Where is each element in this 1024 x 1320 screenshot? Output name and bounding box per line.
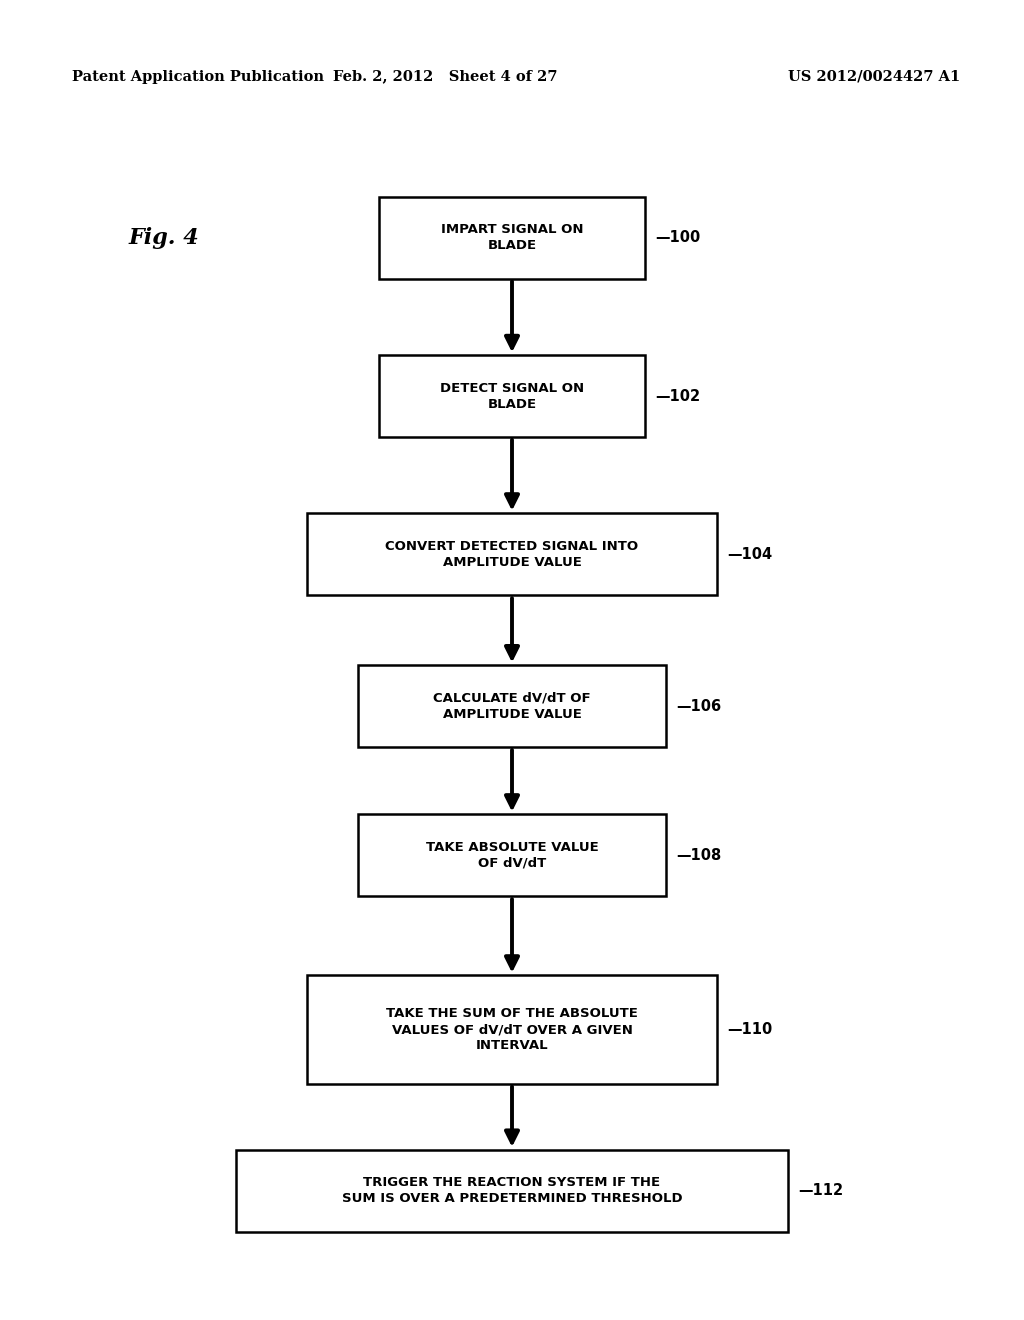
Text: —100: —100 xyxy=(655,230,700,246)
FancyBboxPatch shape xyxy=(379,355,645,437)
Text: —112: —112 xyxy=(799,1183,844,1199)
Text: Feb. 2, 2012   Sheet 4 of 27: Feb. 2, 2012 Sheet 4 of 27 xyxy=(333,70,558,83)
Text: IMPART SIGNAL ON
BLADE: IMPART SIGNAL ON BLADE xyxy=(440,223,584,252)
Text: —108: —108 xyxy=(676,847,721,863)
FancyBboxPatch shape xyxy=(379,197,645,279)
FancyBboxPatch shape xyxy=(307,513,717,595)
Text: —104: —104 xyxy=(727,546,772,562)
Text: Fig. 4: Fig. 4 xyxy=(129,227,200,248)
Text: —102: —102 xyxy=(655,388,700,404)
Text: —110: —110 xyxy=(727,1022,772,1038)
Text: US 2012/0024427 A1: US 2012/0024427 A1 xyxy=(788,70,961,83)
FancyBboxPatch shape xyxy=(307,975,717,1084)
Text: DETECT SIGNAL ON
BLADE: DETECT SIGNAL ON BLADE xyxy=(440,381,584,411)
Text: TAKE ABSOLUTE VALUE
OF dV/dT: TAKE ABSOLUTE VALUE OF dV/dT xyxy=(426,841,598,870)
FancyBboxPatch shape xyxy=(358,814,666,896)
Text: TAKE THE SUM OF THE ABSOLUTE
VALUES OF dV/dT OVER A GIVEN
INTERVAL: TAKE THE SUM OF THE ABSOLUTE VALUES OF d… xyxy=(386,1007,638,1052)
Text: CONVERT DETECTED SIGNAL INTO
AMPLITUDE VALUE: CONVERT DETECTED SIGNAL INTO AMPLITUDE V… xyxy=(385,540,639,569)
Text: —106: —106 xyxy=(676,698,721,714)
Text: Patent Application Publication: Patent Application Publication xyxy=(72,70,324,83)
Text: TRIGGER THE REACTION SYSTEM IF THE
SUM IS OVER A PREDETERMINED THRESHOLD: TRIGGER THE REACTION SYSTEM IF THE SUM I… xyxy=(342,1176,682,1205)
FancyBboxPatch shape xyxy=(236,1150,788,1232)
Text: CALCULATE dV/dT OF
AMPLITUDE VALUE: CALCULATE dV/dT OF AMPLITUDE VALUE xyxy=(433,692,591,721)
FancyBboxPatch shape xyxy=(358,665,666,747)
